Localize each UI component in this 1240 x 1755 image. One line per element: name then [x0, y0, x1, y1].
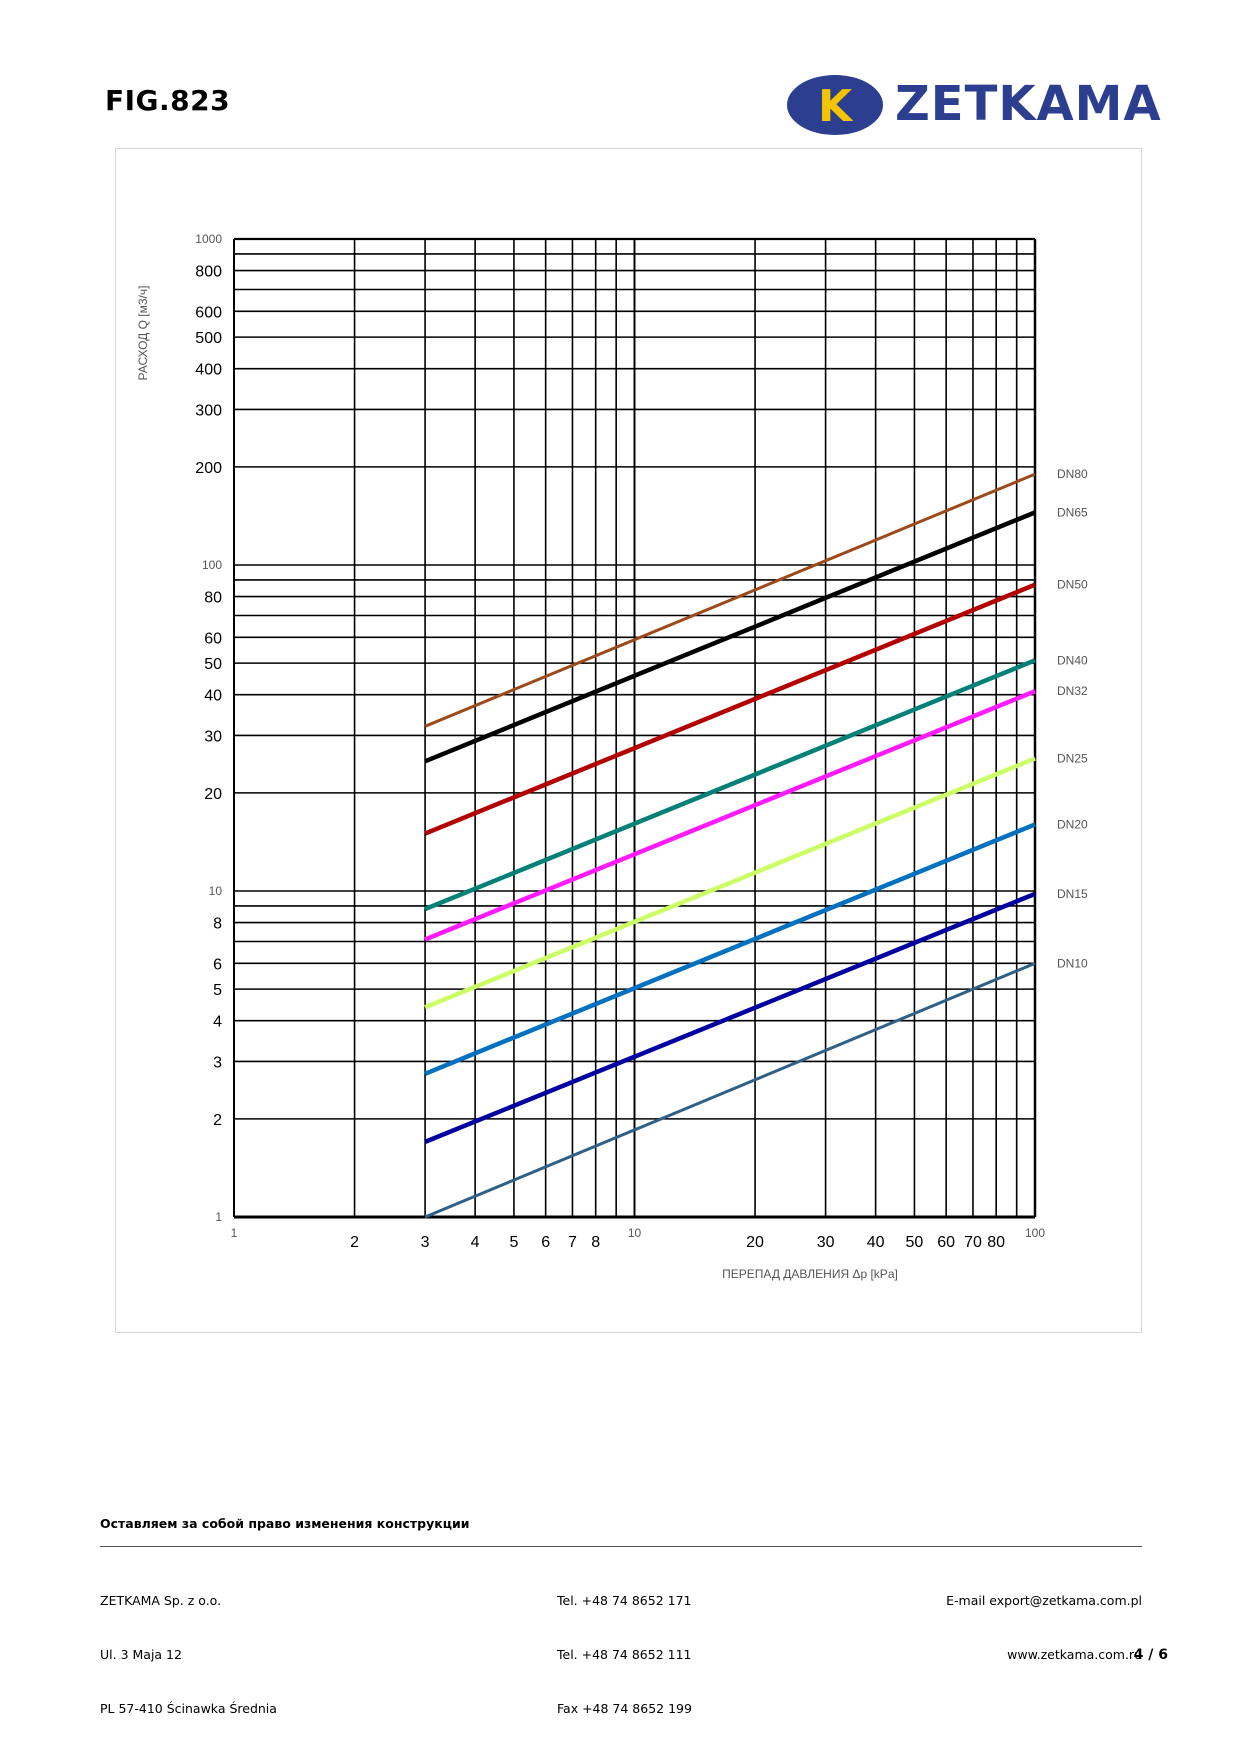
page-number: 4 / 6: [1133, 1647, 1168, 1663]
series-label-dn15: DN15: [1057, 887, 1088, 901]
x-axis-label: ПЕРЕПАД ДАВЛЕНИЯ Δp [kPa]: [722, 1267, 898, 1281]
y-tick-label: 600: [195, 304, 222, 321]
x-tick-label: 40: [867, 1234, 885, 1251]
y-tick-label: 4: [213, 1014, 222, 1031]
footer-phones: Tel. +48 74 8652 171 Tel. +48 74 8652 11…: [557, 1556, 692, 1736]
y-tick-label: 800: [195, 264, 222, 281]
chart-series: [424, 472, 1036, 1219]
series-label-dn80: DN80: [1057, 467, 1088, 481]
series-line-dn25: [424, 756, 1036, 1010]
x-tick-label: 6: [541, 1234, 550, 1251]
series-line-dn50: [424, 582, 1036, 836]
x-tick-label: 3: [421, 1234, 430, 1251]
y-tick-label: 3: [213, 1054, 222, 1071]
footer-phone-line: Fax +48 74 8652 199: [557, 1701, 692, 1716]
series-label-dn50: DN50: [1057, 578, 1088, 592]
footer-email[interactable]: E-mail export@zetkama.com.pl: [946, 1593, 1142, 1608]
footer-website[interactable]: www.zetkama.com.ru: [1007, 1647, 1142, 1662]
x-tick-label: 5: [509, 1234, 518, 1251]
footer-company-line: Ul. 3 Maja 12: [100, 1647, 182, 1662]
footer-phone-line: Tel. +48 74 8652 111: [557, 1647, 692, 1662]
x-tick-label: 7: [568, 1234, 577, 1251]
series-line-dn15: [424, 891, 1036, 1144]
y-tick-label-major: 1: [215, 1210, 222, 1224]
y-tick-label: 500: [195, 330, 222, 347]
x-tick-label: 30: [817, 1234, 835, 1251]
logo-text: ZETKAMA: [895, 76, 1162, 132]
series-label-dn40: DN40: [1057, 653, 1088, 667]
y-tick-label: 50: [204, 656, 222, 673]
x-tick-label: 8: [591, 1234, 600, 1251]
y-tick-label-major: 10: [209, 884, 223, 898]
x-tick-label: 70: [964, 1234, 982, 1251]
series-label-dn32: DN32: [1057, 684, 1088, 698]
logo-letter: K: [818, 81, 854, 132]
x-tick-label: 20: [746, 1234, 764, 1251]
y-tick-label: 80: [204, 590, 222, 607]
x-tick-label: 60: [937, 1234, 955, 1251]
y-tick-label-major: 1000: [195, 232, 222, 246]
series-label-dn65: DN65: [1057, 505, 1088, 519]
x-tick-label: 50: [906, 1234, 924, 1251]
y-tick-label: 30: [204, 728, 222, 745]
series-label-dn10: DN10: [1057, 956, 1088, 970]
chart-series-labels: DN80 DN65 DN50 DN40 DN32 DN25 DN20 DN15 DN10: [1057, 467, 1088, 970]
series-line-dn65: [424, 510, 1036, 764]
footer-company: ZETKAMA Sp. z o.o. Ul. 3 Maja 12 PL 57-4…: [100, 1556, 277, 1736]
series-line-dn40: [424, 658, 1036, 912]
y-tick-label: 40: [204, 688, 222, 705]
y-tick-label-major: 100: [202, 558, 222, 572]
y-tick-label: 200: [195, 460, 222, 477]
series-line-dn32: [424, 689, 1036, 942]
series-line-dn10: [424, 961, 1036, 1219]
footer-contacts: E-mail export@zetkama.com.pl www.zetkama…: [946, 1556, 1142, 1682]
y-tick-label: 300: [195, 402, 222, 419]
y-tick-label: 6: [213, 956, 222, 973]
y-tick-label: 5: [213, 982, 222, 999]
y-tick-label: 8: [213, 916, 222, 933]
x-tick-label-major: 100: [1025, 1226, 1045, 1240]
logo-emblem-icon: K: [787, 75, 883, 135]
y-tick-label: 2: [213, 1112, 222, 1129]
x-tick-label-major: 10: [628, 1226, 642, 1240]
footer-company-line: ZETKAMA Sp. z o.o.: [100, 1593, 222, 1608]
y-tick-label: 20: [204, 786, 222, 803]
figure-title: FIG.823: [105, 84, 231, 117]
chart-frame: [115, 148, 1142, 1333]
footer-note: Оставляем за собой право изменения конст…: [100, 1516, 470, 1531]
series-label-dn25: DN25: [1057, 751, 1088, 765]
series-label-dn20: DN20: [1057, 817, 1088, 831]
x-tick-label-major: 1: [231, 1226, 238, 1240]
x-tick-label: 4: [471, 1234, 480, 1251]
y-axis-label: РАСХОД Q [м3/ч]: [136, 286, 150, 381]
footer-company-line: PL 57-410 Ścinawka Średnia: [100, 1701, 277, 1716]
chart-grid: [233, 237, 1037, 1219]
footer-phone-line: Tel. +48 74 8652 171: [557, 1593, 692, 1608]
series-line-dn20: [424, 822, 1036, 1076]
x-tick-label: 80: [987, 1234, 1005, 1251]
zetkama-logo: K ZETKAMA: [785, 72, 1161, 138]
footer-divider: [100, 1546, 1142, 1547]
series-line-dn80: [424, 472, 1036, 728]
y-tick-label: 60: [204, 630, 222, 647]
x-tick-label: 2: [350, 1234, 359, 1251]
y-tick-label: 400: [195, 362, 222, 379]
